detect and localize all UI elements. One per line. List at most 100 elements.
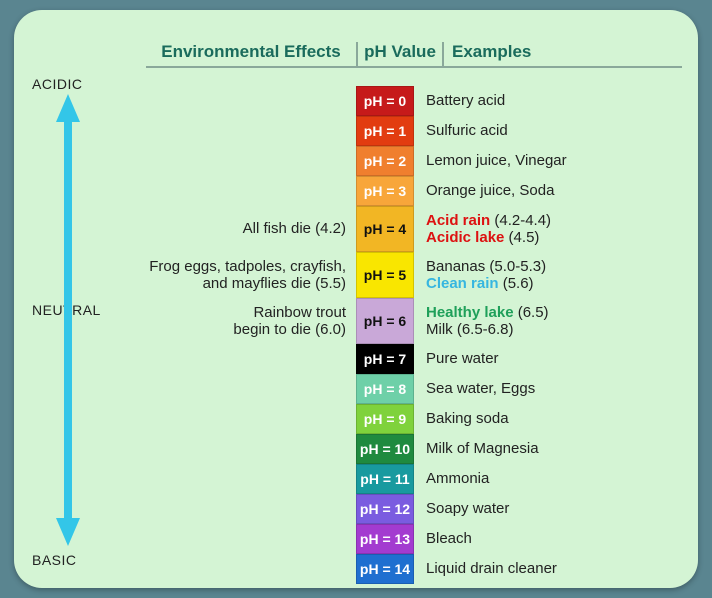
ph-value-cell: pH = 8	[356, 374, 414, 404]
example-line: Clean rain (5.6)	[426, 275, 684, 292]
example-cell: Pure water	[414, 344, 684, 374]
example-line: Milk of Magnesia	[426, 440, 684, 457]
double-arrow-icon	[56, 94, 80, 546]
ph-label: pH = 5	[357, 262, 413, 288]
example-text: Baking soda	[426, 410, 509, 427]
ph-label: pH = 6	[357, 308, 413, 334]
ph-value-cell: pH = 0	[356, 86, 414, 116]
ph-row: pH = 1 Sulfuric acid	[108, 116, 684, 146]
example-cell: Sea water, Eggs	[414, 374, 684, 404]
env-effect-cell	[108, 86, 356, 116]
env-effect-text: begin to die (6.0)	[108, 321, 346, 338]
header-env-effects: Environmental Effects	[146, 42, 358, 68]
env-effect-cell	[108, 176, 356, 206]
example-line: Sea water, Eggs	[426, 380, 684, 397]
example-cell: Orange juice, Soda	[414, 176, 684, 206]
env-effect-text: and mayflies die (5.5)	[108, 275, 346, 292]
ph-label: pH = 2	[357, 148, 413, 174]
ph-label: pH = 8	[357, 376, 413, 402]
ph-table: pH = 0Battery acidpH = 1Sulfuric acidpH …	[108, 86, 684, 584]
ph-value-cell: pH = 7	[356, 344, 414, 374]
env-effect-cell	[108, 434, 356, 464]
example-text: Bananas (5.0-5.3)	[426, 258, 546, 275]
ph-row: Rainbow troutbegin to die (6.0)pH = 6Hea…	[108, 298, 684, 344]
example-cell: Acid rain (4.2-4.4)Acidic lake (4.5)	[414, 206, 684, 252]
env-effect-cell	[108, 464, 356, 494]
ph-scale-card: Environmental Effects pH Value Examples …	[14, 10, 698, 588]
example-text: Acidic lake	[426, 229, 504, 246]
example-text: Milk (6.5-6.8)	[426, 321, 514, 338]
ph-value-cell: pH = 9	[356, 404, 414, 434]
example-text: Ammonia	[426, 470, 489, 487]
ph-row: pH = 0 Battery acid	[108, 86, 684, 116]
example-line: Liquid drain cleaner	[426, 560, 684, 577]
column-headers: Environmental Effects pH Value Examples	[14, 42, 698, 68]
example-text: Liquid drain cleaner	[426, 560, 557, 577]
example-text: Sea water, Eggs	[426, 380, 535, 397]
env-effect-cell: All fish die (4.2)	[108, 206, 356, 252]
example-line: Soapy water	[426, 500, 684, 517]
example-text: Orange juice, Soda	[426, 182, 554, 199]
env-effect-cell	[108, 344, 356, 374]
ph-value-cell: pH = 14	[356, 554, 414, 584]
ph-label: pH = 9	[357, 406, 413, 432]
env-effect-text: All fish die (4.2)	[108, 220, 346, 237]
env-effect-cell: Frog eggs, tadpoles, crayfish,and mayfli…	[108, 252, 356, 298]
header-examples: Examples	[444, 42, 682, 68]
example-line: Bleach	[426, 530, 684, 547]
example-cell: Liquid drain cleaner	[414, 554, 684, 584]
env-effect-cell	[108, 374, 356, 404]
env-effect-text: Frog eggs, tadpoles, crayfish,	[108, 258, 346, 275]
example-text: Clean rain	[426, 275, 499, 292]
ph-value-cell: pH = 12	[356, 494, 414, 524]
ph-row: pH = 14 Liquid drain cleaner	[108, 554, 684, 584]
env-effect-cell: Rainbow troutbegin to die (6.0)	[108, 298, 356, 344]
ph-row: pH = 11 Ammonia	[108, 464, 684, 494]
ph-row: pH = 3 Orange juice, Soda	[108, 176, 684, 206]
ph-value-cell: pH = 4	[356, 206, 414, 252]
env-effect-cell	[108, 494, 356, 524]
ph-row: All fish die (4.2) pH = 4Acid rain (4.2-4…	[108, 206, 684, 252]
example-suffix: (4.5)	[504, 229, 539, 246]
ph-row: pH = 10Milk of Magnesia	[108, 434, 684, 464]
example-cell: Battery acid	[414, 86, 684, 116]
ph-value-cell: pH = 1	[356, 116, 414, 146]
env-effect-cell	[108, 116, 356, 146]
example-cell: Milk of Magnesia	[414, 434, 684, 464]
ph-label: pH = 14	[357, 556, 413, 582]
example-cell: Lemon juice, Vinegar	[414, 146, 684, 176]
example-text: Acid rain	[426, 212, 490, 229]
example-text: Healthy lake	[426, 304, 514, 321]
example-cell: Healthy lake (6.5)Milk (6.5-6.8)	[414, 298, 684, 344]
example-text: Bleach	[426, 530, 472, 547]
ph-value-cell: pH = 11	[356, 464, 414, 494]
example-line: Healthy lake (6.5)	[426, 304, 684, 321]
ph-label: pH = 11	[357, 466, 413, 492]
example-line: Orange juice, Soda	[426, 182, 684, 199]
ph-row: pH = 2Lemon juice, Vinegar	[108, 146, 684, 176]
example-text: Battery acid	[426, 92, 505, 109]
ph-row: pH = 7Pure water	[108, 344, 684, 374]
ph-label: pH = 1	[357, 118, 413, 144]
example-suffix: (5.6)	[499, 275, 534, 292]
example-line: Milk (6.5-6.8)	[426, 321, 684, 338]
ph-label: pH = 13	[357, 526, 413, 552]
ph-label: pH = 0	[357, 88, 413, 114]
example-text: Soapy water	[426, 500, 509, 517]
example-line: Sulfuric acid	[426, 122, 684, 139]
example-text: Sulfuric acid	[426, 122, 508, 139]
example-cell: Sulfuric acid	[414, 116, 684, 146]
example-text: Milk of Magnesia	[426, 440, 539, 457]
scale-label-acidic: ACIDIC	[32, 76, 82, 92]
example-line: Battery acid	[426, 92, 684, 109]
ph-row: pH = 12 Soapy water	[108, 494, 684, 524]
ph-label: pH = 7	[357, 346, 413, 372]
ph-label: pH = 4	[357, 216, 413, 242]
ph-value-cell: pH = 3	[356, 176, 414, 206]
ph-row: pH = 13 Bleach	[108, 524, 684, 554]
example-cell: Bleach	[414, 524, 684, 554]
example-cell: Ammonia	[414, 464, 684, 494]
ph-row: Frog eggs, tadpoles, crayfish,and mayfli…	[108, 252, 684, 298]
ph-label: pH = 3	[357, 178, 413, 204]
ph-row: pH = 9 Baking soda	[108, 404, 684, 434]
